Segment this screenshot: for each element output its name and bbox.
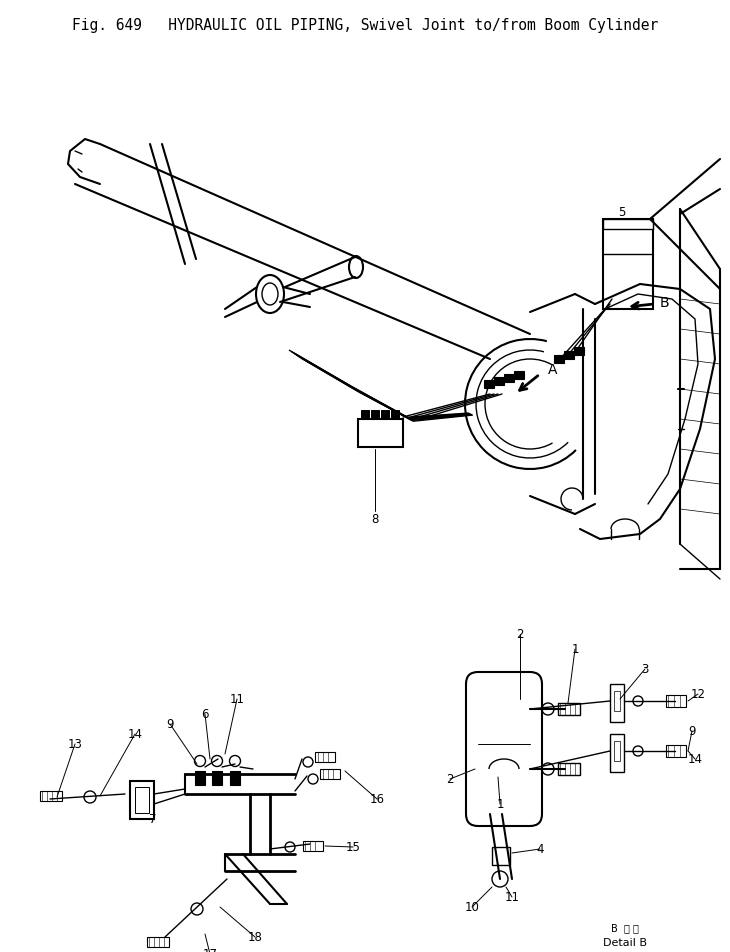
Text: 9: 9 xyxy=(166,718,174,731)
Bar xyxy=(371,410,379,419)
Text: 1: 1 xyxy=(496,798,504,811)
Bar xyxy=(381,410,389,419)
Text: 16: 16 xyxy=(369,793,385,805)
Bar xyxy=(610,684,624,723)
Bar xyxy=(40,791,62,802)
Bar xyxy=(135,787,149,813)
Text: 2: 2 xyxy=(516,627,523,641)
Text: A: A xyxy=(548,363,558,377)
Text: Fig. 649   HYDRAULIC OIL PIPING, Swivel Joint to/from Boom Cylinder: Fig. 649 HYDRAULIC OIL PIPING, Swivel Jo… xyxy=(72,18,658,33)
Bar xyxy=(195,771,205,785)
FancyBboxPatch shape xyxy=(466,672,542,826)
Bar xyxy=(361,410,369,419)
Bar xyxy=(315,752,335,763)
Text: B  詳 細: B 詳 細 xyxy=(611,922,639,932)
Bar xyxy=(554,356,564,364)
Bar xyxy=(574,347,584,356)
Bar xyxy=(494,378,504,386)
Bar xyxy=(564,351,574,360)
Text: 10: 10 xyxy=(464,901,480,914)
Bar xyxy=(303,842,323,851)
Bar xyxy=(666,695,686,707)
Text: 14: 14 xyxy=(128,727,142,741)
Text: 11: 11 xyxy=(504,890,520,903)
Bar xyxy=(147,937,169,947)
Text: 11: 11 xyxy=(229,693,245,705)
Text: 14: 14 xyxy=(688,753,702,765)
Bar xyxy=(212,771,222,785)
Text: 4: 4 xyxy=(537,843,544,856)
Text: 13: 13 xyxy=(68,738,82,751)
Bar xyxy=(614,691,620,711)
Bar xyxy=(603,220,653,229)
Text: 5: 5 xyxy=(618,206,626,218)
Bar xyxy=(666,745,686,757)
Bar xyxy=(492,847,510,865)
Bar xyxy=(603,220,653,309)
Text: 1: 1 xyxy=(572,643,579,656)
Text: 18: 18 xyxy=(247,930,263,943)
Bar xyxy=(391,410,399,419)
Text: 6: 6 xyxy=(201,707,209,721)
Text: 12: 12 xyxy=(691,687,705,701)
Text: 9: 9 xyxy=(688,724,696,738)
Bar xyxy=(610,734,624,772)
Text: 15: 15 xyxy=(345,841,361,854)
Bar xyxy=(558,704,580,715)
Bar xyxy=(320,769,340,779)
Bar xyxy=(230,771,240,785)
Bar xyxy=(614,742,620,762)
Bar xyxy=(130,782,154,819)
Bar xyxy=(514,371,524,380)
Bar xyxy=(558,764,580,775)
Text: 8: 8 xyxy=(372,513,379,526)
Bar xyxy=(358,420,403,447)
Text: 17: 17 xyxy=(202,947,218,952)
Text: 3: 3 xyxy=(642,663,649,676)
Text: 7: 7 xyxy=(149,813,157,825)
Bar xyxy=(504,374,514,383)
Text: Detail B: Detail B xyxy=(603,937,647,947)
Text: 2: 2 xyxy=(446,773,454,785)
Bar xyxy=(484,381,494,388)
Text: B: B xyxy=(659,296,669,309)
